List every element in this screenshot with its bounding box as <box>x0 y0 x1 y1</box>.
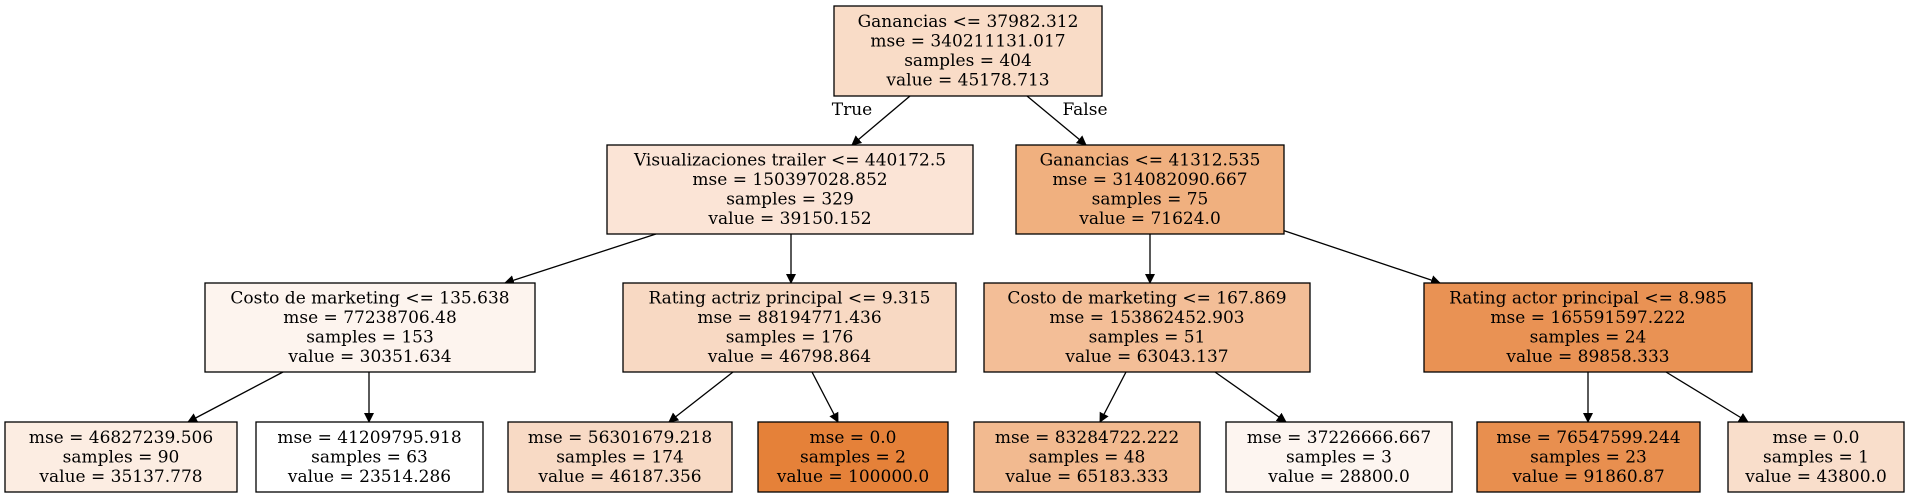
tree-edge <box>1026 95 1087 146</box>
node-line: Ganancias <= 37982.312 <box>858 12 1079 32</box>
node-line: samples = 51 <box>1089 328 1206 348</box>
node-line: value = 46187.356 <box>537 467 701 487</box>
node-line: Costo de marketing <= 167.869 <box>1007 289 1286 309</box>
node-line: value = 46798.864 <box>707 347 871 367</box>
node-line: samples = 90 <box>63 447 180 467</box>
node-line: value = 91860.87 <box>1511 467 1664 487</box>
node-box <box>833 5 1103 97</box>
edge-label-true: True <box>832 100 872 120</box>
node-line: mse = 150397028.852 <box>692 170 887 190</box>
node-line: mse = 77238706.48 <box>283 308 457 328</box>
node-line: samples = 75 <box>1092 190 1209 210</box>
tree-edges <box>187 95 1749 423</box>
node-line: samples = 1 <box>1763 447 1869 467</box>
node-line: samples = 404 <box>904 51 1032 71</box>
node-box <box>204 282 536 373</box>
tree-edge <box>851 95 911 146</box>
tree-edge <box>1099 371 1127 423</box>
node-line: value = 89858.333 <box>1505 347 1669 367</box>
node-box <box>255 421 484 493</box>
node-line: Visualizaciones trailer <= 440172.5 <box>633 151 946 171</box>
node-line: samples = 176 <box>726 328 854 348</box>
tree-edge <box>668 371 734 423</box>
node-line: Costo de marketing <= 135.638 <box>230 289 509 309</box>
node-box <box>1423 282 1753 373</box>
node-box <box>4 421 238 493</box>
node-box <box>622 282 957 373</box>
edge-label-false: False <box>1063 100 1108 120</box>
node-line: samples = 63 <box>311 447 428 467</box>
node-line: samples = 24 <box>1530 328 1647 348</box>
node-line: mse = 153862452.903 <box>1049 308 1244 328</box>
node-line: samples = 48 <box>1029 447 1146 467</box>
node-box <box>1727 421 1905 493</box>
node-line: value = 43800.0 <box>1744 467 1887 487</box>
node-line: value = 45178.713 <box>885 71 1049 91</box>
node-line: mse = 165591597.222 <box>1490 308 1685 328</box>
node-line: samples = 2 <box>800 447 906 467</box>
tree-edge <box>1214 371 1287 423</box>
node-box <box>983 282 1311 373</box>
tree-edge <box>811 371 839 423</box>
node-line: mse = 37226666.667 <box>1247 428 1431 448</box>
node-line: value = 28800.0 <box>1267 467 1410 487</box>
tree-edge <box>1665 371 1749 423</box>
node-line: value = 39150.152 <box>707 209 871 229</box>
node-line: value = 100000.0 <box>776 467 929 487</box>
node-line: mse = 83284722.222 <box>995 428 1179 448</box>
node-box <box>757 421 949 493</box>
node-line: Ganancias <= 41312.535 <box>1040 151 1261 171</box>
node-line: samples = 174 <box>556 447 684 467</box>
tree-edge <box>1281 229 1441 285</box>
node-line: Rating actriz principal <= 9.315 <box>648 289 930 309</box>
node-line: mse = 56301679.218 <box>528 428 712 448</box>
node-line: samples = 23 <box>1530 447 1647 467</box>
node-box <box>1476 421 1701 493</box>
tree-edge <box>504 233 657 285</box>
node-line: value = 30351.634 <box>287 347 451 367</box>
node-line: mse = 314082090.667 <box>1052 170 1247 190</box>
node-box <box>606 144 974 235</box>
node-line: mse = 46827239.506 <box>29 428 213 448</box>
node-line: value = 71624.0 <box>1078 209 1221 229</box>
node-line: mse = 340211131.017 <box>870 32 1065 52</box>
tree-edge <box>187 371 284 423</box>
node-line: Rating actor principal <= 8.985 <box>1449 289 1727 309</box>
node-line: value = 65183.333 <box>1004 467 1168 487</box>
node-line: mse = 0.0 <box>810 428 897 448</box>
node-line: samples = 153 <box>306 328 434 348</box>
node-line: value = 35137.778 <box>38 467 202 487</box>
node-box <box>1225 421 1453 493</box>
node-line: mse = 41209795.918 <box>277 428 461 448</box>
node-line: mse = 88194771.436 <box>697 308 881 328</box>
node-line: value = 23514.286 <box>287 467 451 487</box>
node-line: value = 63043.137 <box>1064 347 1228 367</box>
node-line: samples = 329 <box>726 190 854 210</box>
tree-edge-labels: True False <box>832 100 1108 120</box>
node-box <box>973 421 1201 493</box>
node-line: mse = 0.0 <box>1773 428 1860 448</box>
node-box <box>1015 144 1285 235</box>
node-line: samples = 3 <box>1286 447 1392 467</box>
node-box <box>507 421 733 493</box>
node-line: mse = 76547599.244 <box>1496 428 1680 448</box>
